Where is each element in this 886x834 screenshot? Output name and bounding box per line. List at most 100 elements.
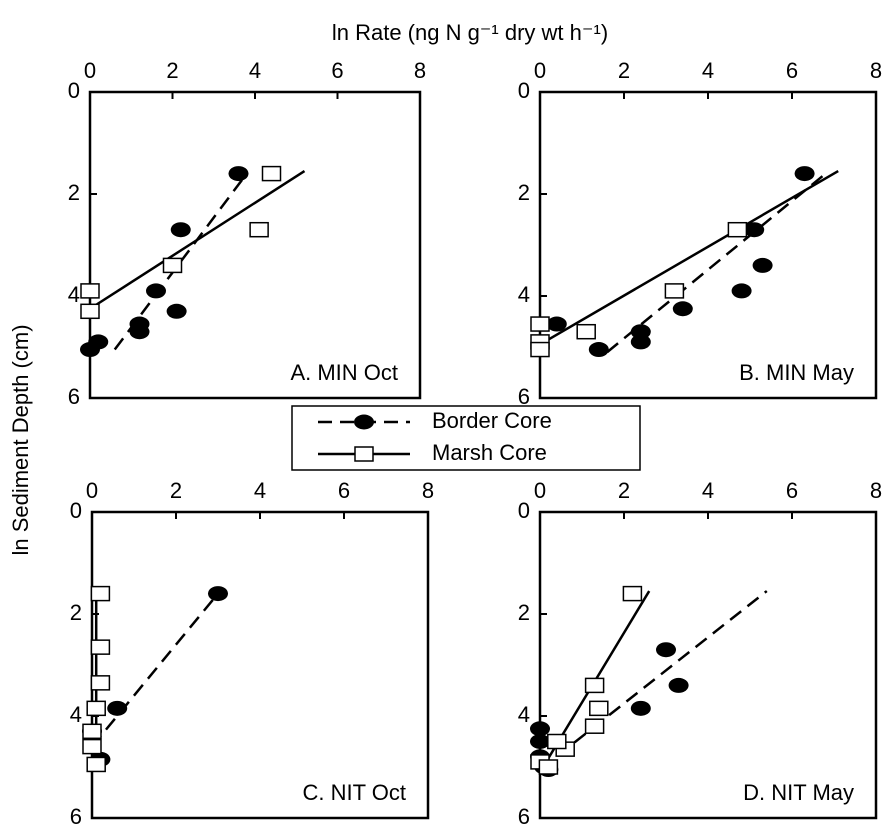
data-point — [584, 677, 605, 694]
data-point — [630, 700, 651, 716]
y-tick-label: 4 — [68, 282, 80, 307]
data-point — [82, 723, 102, 740]
y-tick-label: 2 — [518, 600, 530, 625]
x-tick-label: 4 — [702, 58, 714, 83]
y-tick-label: 6 — [518, 804, 530, 829]
fit-line — [539, 169, 839, 346]
data-point — [546, 316, 567, 332]
data-point — [752, 257, 773, 273]
fit-line — [539, 590, 768, 771]
data-point — [249, 221, 269, 238]
y-tick-label: 2 — [68, 180, 80, 205]
y-tick-label: 0 — [518, 498, 530, 523]
x-tick-label: 4 — [249, 58, 261, 83]
y-tick-label: 6 — [70, 804, 82, 829]
data-point — [664, 283, 685, 299]
x-tick-label: 8 — [870, 58, 882, 83]
data-point — [90, 585, 111, 602]
x-tick-label: 8 — [414, 58, 426, 83]
data-point — [162, 257, 183, 274]
data-point — [731, 283, 752, 299]
y-tick-label: 0 — [68, 78, 80, 103]
data-point — [656, 642, 676, 658]
legend-label: Marsh Core — [432, 440, 547, 465]
data-point — [80, 303, 100, 320]
y-tick-label: 0 — [518, 78, 530, 103]
y-tick-label: 4 — [518, 282, 530, 307]
data-point — [80, 283, 100, 299]
data-point — [589, 700, 609, 717]
y-tick-label: 4 — [518, 702, 530, 727]
x-tick-label: 2 — [618, 58, 630, 83]
data-point — [107, 700, 128, 716]
plot-frame — [88, 90, 422, 400]
x-tick-label: 2 — [166, 58, 178, 83]
y-axis-title: ln Sediment Depth (cm) — [8, 324, 33, 555]
data-point — [576, 323, 596, 340]
legend-label: Border Core — [432, 408, 552, 433]
fit-line — [91, 592, 219, 748]
data-point — [630, 334, 651, 350]
data-point — [530, 734, 550, 749]
fit-line — [606, 172, 827, 354]
data-point — [208, 586, 228, 602]
data-point — [80, 342, 100, 358]
panel-label: C. NIT Oct — [303, 780, 407, 805]
data-point — [727, 221, 748, 238]
x-tick-label: 0 — [86, 478, 98, 503]
x-tick-label: 4 — [702, 478, 714, 503]
x-tick-label: 8 — [422, 478, 434, 503]
data-point — [530, 341, 550, 358]
data-point — [261, 165, 282, 182]
data-point — [146, 283, 166, 299]
y-tick-label: 2 — [70, 600, 82, 625]
data-point — [82, 738, 102, 755]
data-point — [622, 585, 643, 602]
x-axis-title: ln Rate (ng N g⁻¹ dry wt h⁻¹) — [332, 20, 608, 45]
plot-frame — [538, 510, 878, 820]
panel-label: D. NIT May — [743, 780, 854, 805]
x-tick-label: 4 — [254, 478, 266, 503]
fit-line — [89, 169, 306, 310]
x-tick-label: 2 — [170, 478, 182, 503]
plot-frame — [90, 510, 430, 820]
plot-frame — [538, 90, 878, 400]
data-point — [86, 756, 106, 773]
data-point — [90, 639, 111, 655]
data-point — [744, 222, 765, 238]
x-tick-label: 8 — [870, 478, 882, 503]
y-tick-label: 4 — [70, 702, 82, 727]
data-point — [547, 733, 567, 750]
x-tick-label: 0 — [534, 58, 546, 83]
data-point — [166, 303, 187, 319]
legend-marker — [354, 446, 374, 462]
data-point — [668, 677, 689, 693]
data-point — [530, 316, 550, 332]
data-point — [530, 721, 550, 737]
data-point — [90, 675, 111, 691]
x-tick-label: 0 — [534, 478, 546, 503]
data-point — [794, 166, 815, 182]
y-tick-label: 6 — [518, 384, 530, 409]
legend-marker — [354, 414, 374, 430]
data-point — [86, 700, 106, 717]
y-tick-label: 0 — [70, 498, 82, 523]
data-point — [584, 718, 605, 734]
data-point — [228, 166, 249, 182]
panel-label: A. MIN Oct — [290, 360, 398, 385]
x-tick-label: 6 — [338, 478, 350, 503]
data-point — [129, 324, 150, 340]
panel-label: B. MIN May — [739, 360, 854, 385]
x-tick-label: 2 — [618, 478, 630, 503]
y-tick-label: 2 — [518, 180, 530, 205]
x-tick-label: 6 — [786, 58, 798, 83]
data-point — [672, 301, 693, 317]
fit-line — [113, 172, 248, 351]
data-point — [538, 759, 559, 775]
x-tick-label: 0 — [84, 58, 96, 83]
x-tick-label: 6 — [786, 478, 798, 503]
data-point — [588, 342, 609, 358]
legend-box — [291, 405, 641, 471]
